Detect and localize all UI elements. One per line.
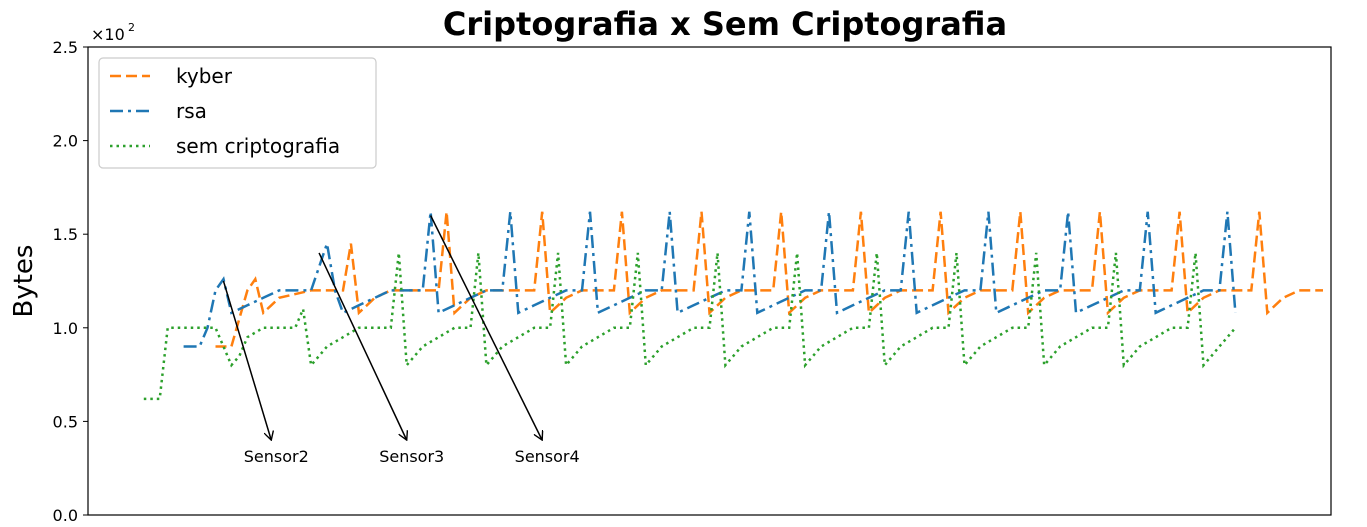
- legend-label: kyber: [176, 64, 233, 88]
- annotation-arrow: [222, 280, 271, 440]
- y-tick-label: 1.0: [53, 319, 78, 338]
- plot-lines: [143, 211, 1323, 401]
- y-scale-exponent: 2: [128, 21, 135, 34]
- legend: kyber rsa sem criptografia: [98, 57, 377, 169]
- series-line-sem-criptografia: [143, 252, 1237, 401]
- y-axis-label: Bytes: [9, 245, 39, 318]
- series-line-rsa: [183, 211, 1237, 348]
- y-tick-label: 0.0: [53, 506, 78, 525]
- y-tick-label: 1.5: [53, 225, 78, 244]
- legend-box: [98, 57, 377, 169]
- y-scale-multiplier: ×10 2: [91, 21, 135, 44]
- series-line-kyber: [215, 211, 1323, 348]
- y-tick-label: 2.5: [53, 38, 78, 57]
- annotation-label: Sensor4: [515, 447, 580, 466]
- legend-label: sem criptografia: [176, 134, 340, 158]
- chart-title: Criptografia x Sem Criptografia: [443, 5, 1007, 43]
- annotation-label: Sensor2: [244, 447, 309, 466]
- plot-frame: [87, 46, 1332, 516]
- y-axis-ticks: 0.0 0.5 1.0 1.5 2.0 2.5: [53, 38, 88, 525]
- y-scale-base: ×10: [91, 25, 125, 44]
- annotation-arrow: [318, 252, 407, 440]
- annotation-arrow: [429, 215, 543, 440]
- annotation-label: Sensor3: [379, 447, 444, 466]
- y-tick-label: 2.0: [53, 132, 78, 151]
- y-tick-label: 0.5: [53, 412, 78, 431]
- annotations: Sensor2 Sensor3 Sensor4: [222, 215, 580, 466]
- legend-label: rsa: [176, 99, 207, 123]
